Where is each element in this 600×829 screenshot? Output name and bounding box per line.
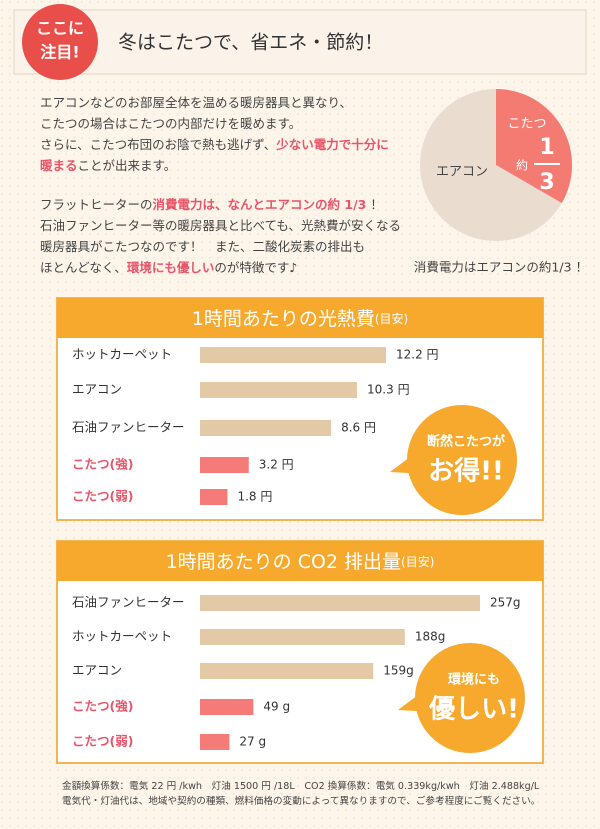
bar bbox=[200, 699, 254, 715]
category-label: 石油ファンヒーター bbox=[72, 420, 185, 435]
value-label: 10.3 円 bbox=[367, 383, 410, 397]
value-label: 8.6 円 bbox=[341, 421, 376, 435]
pie-fraction: 1 bbox=[539, 135, 554, 160]
value-label: 3.2 円 bbox=[259, 458, 294, 472]
callout-text: お得!! bbox=[428, 457, 504, 487]
body-text: のが特徴です♪ bbox=[214, 260, 297, 275]
body-text: こたつの場合はこたつの内部だけを暖めます。 bbox=[40, 116, 301, 131]
pie-label: エアコン bbox=[436, 165, 488, 180]
bar bbox=[200, 420, 332, 436]
category-label: こたつ(強) bbox=[72, 699, 133, 714]
body-text: さらに、こたつ布団のお陰で熱も逃げず、 bbox=[40, 137, 276, 152]
body-text: エアコンなどのお部屋全体を温める暖房器具と異なり、 bbox=[40, 95, 352, 110]
chart-title-text: 1時間あたりの CO2 排出量 bbox=[166, 551, 401, 573]
intro-line: 暖房器具がこたつなのです！ また、二酸化炭素の排出も bbox=[40, 239, 365, 254]
highlight-text: 暖まる bbox=[40, 158, 78, 173]
badge bbox=[22, 4, 98, 80]
body-text: 石油ファンヒーター等の暖房器具と比べても、光熱費が安くなる bbox=[40, 218, 401, 233]
bar bbox=[200, 595, 480, 611]
bar bbox=[200, 347, 386, 363]
intro-line: こたつの場合はこたつの内部だけを暖めます。 bbox=[40, 116, 301, 131]
chart-title-note: (目安) bbox=[375, 311, 408, 326]
badge-text: ここに bbox=[36, 19, 84, 38]
value-label: 12.2 円 bbox=[396, 348, 439, 362]
pie-label: こたつ bbox=[507, 117, 546, 132]
body-text: フラットヒーターの bbox=[40, 197, 153, 212]
callout bbox=[415, 643, 525, 753]
highlight-text: 少ない電力で十分に bbox=[275, 137, 389, 152]
bar bbox=[200, 663, 374, 679]
value-label: 188g bbox=[415, 630, 446, 644]
callout bbox=[407, 405, 517, 515]
header-box bbox=[13, 9, 587, 75]
highlight-text: 環境にも優しい bbox=[127, 260, 215, 275]
bar bbox=[200, 382, 358, 398]
category-label: こたつ(強) bbox=[72, 457, 133, 472]
chart-header bbox=[57, 298, 543, 338]
callout-text: 断然こたつが bbox=[427, 434, 505, 450]
body-text: ！ bbox=[366, 197, 382, 212]
value-label: 49 g bbox=[263, 700, 290, 714]
category-label: こたつ(弱) bbox=[72, 489, 133, 504]
value-label: 159g bbox=[383, 664, 414, 678]
footnote: 電気代・灯油代は、地域や契約の種類、燃料価格の変動によって異なりますので、ご参考… bbox=[62, 795, 540, 807]
chart-title: 1時間あたりの光熱費(目安) bbox=[192, 308, 408, 330]
bar bbox=[200, 489, 228, 505]
category-label: 石油ファンヒーター bbox=[72, 595, 185, 610]
intro-line: ほとんどなく、環境にも優しいのが特徴です♪ bbox=[40, 260, 297, 275]
category-label: エアコン bbox=[72, 382, 122, 397]
chart-title-note: (目安) bbox=[401, 554, 434, 569]
intro-line: エアコンなどのお部屋全体を温める暖房器具と異なり、 bbox=[40, 95, 352, 110]
intro-line: フラットヒーターの消費電力は、なんとエアコンの約 1/3 ！ bbox=[40, 197, 383, 212]
value-label: 1.8 円 bbox=[237, 490, 272, 504]
intro-line: 暖まることが出来ます。 bbox=[40, 158, 176, 173]
footnote: 金額換算係数：電気 22 円 /kwh 灯油 1500 円 /18L CO2 換… bbox=[62, 780, 540, 792]
body-text: 暖房器具がこたつなのです！ また、二酸化炭素の排出も bbox=[40, 239, 365, 254]
badge-text: 注目! bbox=[40, 43, 79, 62]
header-title: 冬はこたつで、省エネ・節約！ bbox=[118, 32, 383, 54]
highlight-text: 消費電力は、なんとエアコンの約 1/3 bbox=[153, 197, 367, 212]
category-label: ホットカーペット bbox=[72, 347, 172, 362]
bar bbox=[200, 457, 249, 473]
intro-line: さらに、こたつ布団のお陰で熱も逃げず、少ない電力で十分に bbox=[40, 137, 389, 152]
category-label: エアコン bbox=[72, 663, 122, 678]
bar bbox=[200, 629, 405, 645]
intro-line: 石油ファンヒーター等の暖房器具と比べても、光熱費が安くなる bbox=[40, 218, 401, 233]
pie-caption: 消費電力はエアコンの約1/3 ！ bbox=[414, 260, 588, 275]
body-text: ほとんどなく、 bbox=[40, 260, 127, 275]
chart-header bbox=[57, 541, 543, 581]
value-label: 27 g bbox=[239, 735, 266, 749]
pie-label: 約 bbox=[516, 158, 528, 173]
category-label: こたつ(弱) bbox=[72, 734, 133, 749]
chart-title-text: 1時間あたりの光熱費 bbox=[192, 308, 375, 330]
bar bbox=[200, 734, 230, 750]
pie-fraction: 3 bbox=[539, 170, 554, 195]
callout-text: 環境にも bbox=[448, 672, 500, 688]
chart-title: 1時間あたりの CO2 排出量(目安) bbox=[166, 551, 435, 573]
category-label: ホットカーペット bbox=[72, 629, 172, 644]
value-label: 257g bbox=[490, 596, 521, 610]
pie-wedge bbox=[496, 89, 572, 203]
body-text: ことが出来ます。 bbox=[78, 158, 177, 173]
callout-text: 優しい! bbox=[428, 695, 519, 725]
